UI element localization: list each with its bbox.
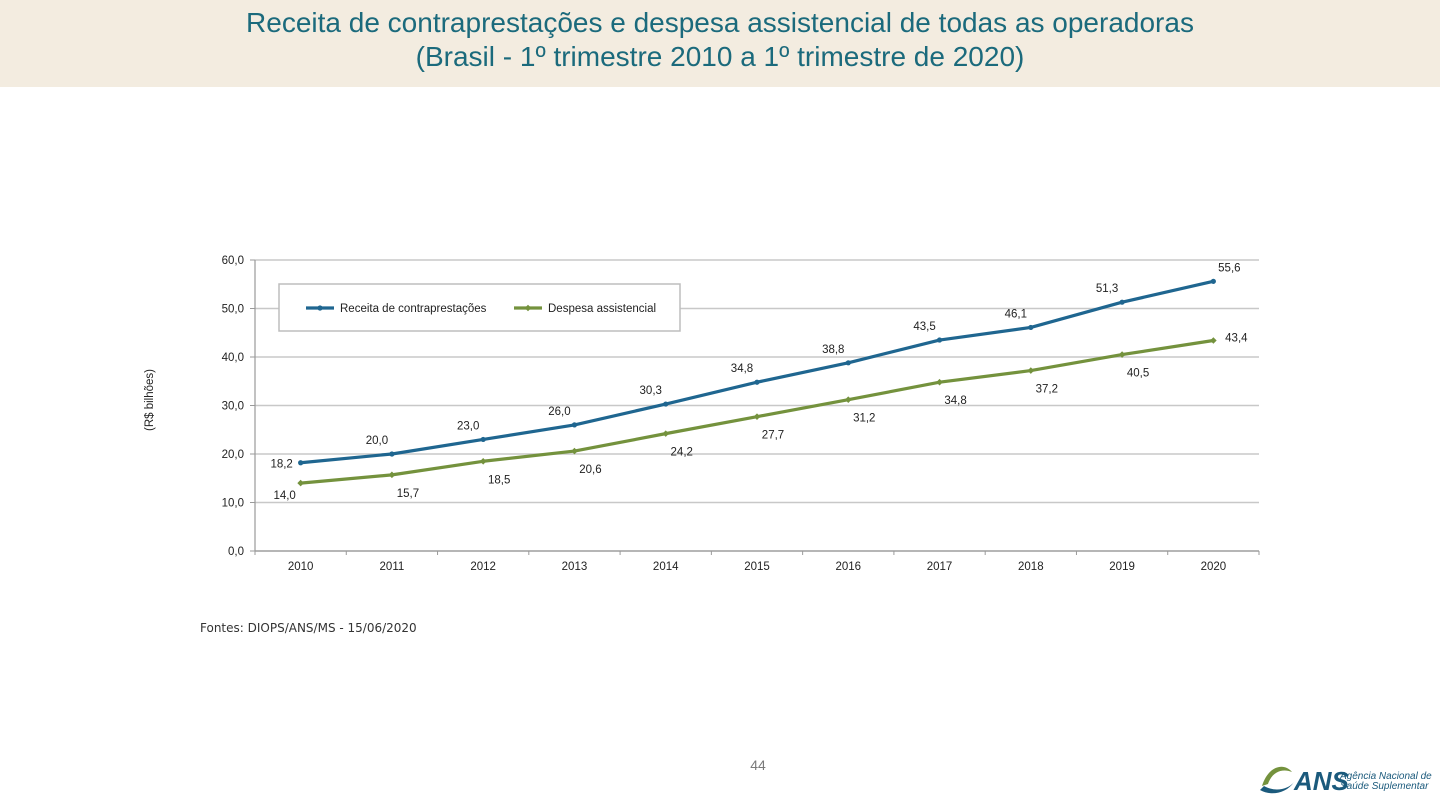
ans-logo: ANS xyxy=(1260,766,1350,796)
data-point-receita xyxy=(845,360,851,366)
data-point-despesa xyxy=(297,479,304,487)
y-tick-label: 30,0 xyxy=(222,401,244,413)
data-point-receita xyxy=(480,436,486,443)
y-tick-label: 40,0 xyxy=(222,352,244,364)
x-tick-label: 2014 xyxy=(653,561,679,573)
data-label-receita: 26,0 xyxy=(548,406,570,418)
data-point-despesa xyxy=(753,413,761,420)
data-point-receita xyxy=(389,451,395,457)
data-label-despesa: 27,7 xyxy=(762,430,784,442)
data-label-receita: 51,3 xyxy=(1096,283,1118,295)
x-tick-label: 2011 xyxy=(380,561,405,573)
source-note: Fontes: DIOPS/ANS/MS - 15/06/2020 xyxy=(200,621,417,635)
y-axis-title: (R$ bilhões) xyxy=(144,369,156,431)
page-title-line-2: (Brasil - 1º trimestre 2010 a 1º trimest… xyxy=(415,41,1025,72)
x-tick-label: 2017 xyxy=(927,561,953,573)
data-point-despesa xyxy=(662,430,670,437)
data-label-despesa: 14,0 xyxy=(273,490,295,502)
title-banner: Receita de contraprestações e despesa as… xyxy=(0,0,1440,87)
series-line-despesa xyxy=(299,338,1215,485)
x-tick-label: 2013 xyxy=(562,561,588,573)
legend-marker-despesa xyxy=(524,304,532,312)
legend-marker-receita xyxy=(317,305,323,311)
page-title-line-1: Receita de contraprestações e despesa as… xyxy=(246,7,1194,38)
data-point-despesa xyxy=(388,471,396,479)
x-tick-label: 2018 xyxy=(1018,561,1044,573)
data-point-receita xyxy=(936,337,943,343)
data-point-despesa xyxy=(1118,351,1126,358)
data-label-despesa: 34,8 xyxy=(944,395,966,407)
data-point-receita xyxy=(1119,299,1125,305)
data-label-despesa: 15,7 xyxy=(397,488,419,500)
y-tick-label: 0,0 xyxy=(228,546,244,558)
data-label-despesa: 43,4 xyxy=(1225,333,1248,345)
data-label-despesa: 40,5 xyxy=(1127,368,1149,380)
y-tick-label: 50,0 xyxy=(222,304,244,316)
data-point-receita xyxy=(1028,324,1034,331)
data-label-receita: 30,3 xyxy=(640,385,662,397)
data-label-receita: 34,8 xyxy=(731,363,753,375)
y-tick-label: 20,0 xyxy=(222,449,244,461)
legend-box xyxy=(278,283,681,332)
x-tick-label: 2015 xyxy=(744,561,770,573)
y-tick-label: 60,0 xyxy=(222,255,244,267)
logo-caption-line-1: Agência Nacional de xyxy=(1340,771,1432,782)
x-tick-label: 2012 xyxy=(470,561,496,573)
data-point-receita xyxy=(571,422,578,428)
data-label-despesa: 31,2 xyxy=(853,413,875,425)
y-tick-label: 10,0 xyxy=(222,498,244,510)
legend-label-receita: Receita de contraprestações xyxy=(340,303,487,315)
data-label-receita: 55,6 xyxy=(1218,262,1240,274)
data-label-despesa: 18,5 xyxy=(488,474,510,486)
data-point-receita xyxy=(298,460,304,466)
data-label-despesa: 37,2 xyxy=(1036,384,1058,396)
logo-swoosh-icon xyxy=(1262,766,1292,786)
data-label-receita: 43,5 xyxy=(913,321,935,333)
x-tick-label: 2016 xyxy=(835,561,861,573)
x-tick-label: 2019 xyxy=(1109,561,1135,573)
data-point-despesa xyxy=(844,396,852,403)
data-label-receita: 23,0 xyxy=(457,420,479,432)
data-point-despesa xyxy=(479,457,487,465)
logo-wordmark: ANS xyxy=(1293,766,1350,796)
data-label-receita: 18,2 xyxy=(270,459,292,471)
page-number: 44 xyxy=(750,757,766,773)
data-label-despesa: 24,2 xyxy=(671,447,693,459)
data-point-receita xyxy=(663,401,669,407)
legend-label-despesa: Despesa assistencial xyxy=(548,303,656,315)
data-point-despesa xyxy=(936,378,943,386)
data-point-receita xyxy=(1210,278,1216,284)
data-label-receita: 20,0 xyxy=(366,435,388,447)
logo-swoosh-blue-icon xyxy=(1260,782,1294,794)
x-tick-label: 2020 xyxy=(1201,561,1227,573)
x-tick-label: 2010 xyxy=(288,561,314,573)
data-point-despesa xyxy=(571,447,578,455)
data-point-despesa xyxy=(1210,337,1217,344)
data-label-despesa: 20,6 xyxy=(579,464,601,476)
data-point-despesa xyxy=(1027,367,1035,374)
data-label-receita: 46,1 xyxy=(1005,308,1027,320)
logo-caption-line-2: Saúde Suplementar xyxy=(1340,781,1429,792)
data-point-receita xyxy=(754,379,760,385)
logo-caption: Agência Nacional de Saúde Suplementar xyxy=(1340,772,1432,792)
data-label-receita: 38,8 xyxy=(822,344,844,356)
